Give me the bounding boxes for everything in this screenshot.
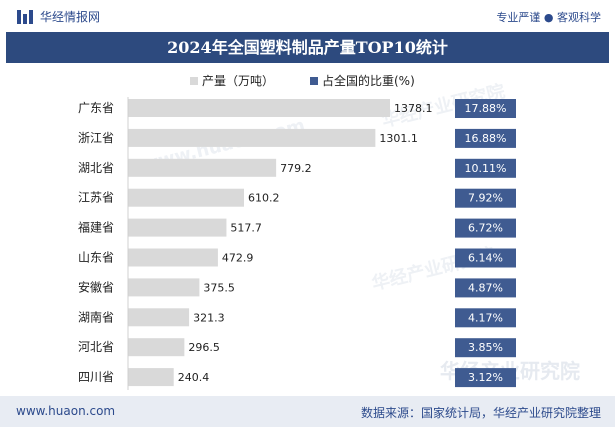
legend-swatch-production (190, 76, 198, 85)
footer-url[interactable]: www.huaon.com (16, 404, 116, 418)
footer: www.huaon.com 数据来源：国家统计局，华经产业研究院整理 (0, 396, 615, 427)
bar-chart: 广东省 1378.1 17.88% 浙江省 1301.1 16.88% 湖北省 779.2 10… (78, 97, 516, 390)
data-source: 数据来源：国家统计局，华经产业研究院整理 (360, 406, 601, 420)
chart-legend: 产量（万吨） 占全国的比重(%) (0, 72, 615, 90)
share-box (455, 338, 516, 358)
legend-item-production: 产量（万吨） (190, 72, 274, 89)
production-value-label: 1301.1 (379, 132, 418, 145)
legend-swatch-share (310, 76, 318, 85)
share-value-label: 7.92% (468, 192, 503, 205)
production-bar (128, 278, 200, 297)
production-value-label: 375.5 (203, 281, 235, 294)
share-value-label: 16.88% (465, 132, 507, 145)
production-value-label: 296.5 (188, 341, 220, 354)
y-tick-label: 福建省 (78, 220, 114, 235)
share-value-label: 4.17% (468, 311, 503, 324)
production-bar (128, 338, 185, 357)
tagline: 专业严谨 ● 客观科学 (496, 11, 601, 24)
y-tick-label: 湖北省 (78, 160, 114, 175)
share-value-label: 10.11% (465, 162, 507, 175)
top-bar: 华经情报网 专业严谨 ● 客观科学 (0, 0, 615, 32)
share-value-label: 6.72% (468, 222, 503, 235)
production-value-label: 610.2 (248, 192, 279, 205)
share-box (455, 248, 516, 268)
production-bar (128, 308, 190, 327)
legend-label-production: 产量（万吨） (202, 74, 275, 88)
production-value-label: 472.9 (222, 252, 254, 265)
production-bar (128, 248, 218, 267)
share-box (455, 278, 516, 298)
share-value-label: 3.12% (468, 371, 503, 384)
y-tick-label: 山东省 (78, 251, 114, 265)
title-bar: 2024年全国塑料制品产量TOP10统计 (6, 32, 609, 63)
share-box (455, 308, 516, 328)
y-tick-label: 四川省 (78, 370, 114, 384)
share-box (455, 218, 516, 238)
legend-item-share: 占全国的比重(%) (310, 72, 415, 89)
production-bar (128, 188, 245, 207)
production-value-label: 321.3 (193, 311, 225, 324)
share-value-label: 4.87% (468, 281, 503, 294)
share-box (455, 158, 516, 178)
production-bar (128, 368, 174, 387)
y-tick-label: 湖南省 (78, 309, 114, 324)
production-value-label: 240.4 (178, 371, 210, 384)
production-value-label: 1378.1 (394, 102, 433, 115)
logo-icon (17, 10, 33, 24)
y-tick-label: 安徽省 (78, 279, 114, 294)
y-tick-label: 河北省 (78, 340, 114, 354)
y-tick-label: 江苏省 (78, 191, 114, 205)
production-bar (128, 99, 390, 117)
y-tick-label: 浙江省 (78, 131, 114, 145)
production-value-label: 779.2 (280, 162, 312, 175)
share-box (455, 368, 516, 388)
share-value-label: 6.14% (468, 252, 503, 265)
share-box (455, 128, 516, 148)
brand-name: 华经情报网 (40, 10, 101, 24)
share-value-label: 17.88% (465, 102, 507, 115)
share-box (455, 99, 516, 118)
production-value-label: 517.7 (230, 222, 261, 235)
production-bar (128, 158, 277, 177)
production-bar (128, 218, 227, 237)
chart-title: 2024年全国塑料制品产量TOP10统计 (167, 38, 448, 57)
legend-label-share: 占全国的比重(%) (322, 74, 415, 88)
y-tick-label: 广东省 (78, 101, 114, 115)
share-value-label: 3.85% (468, 341, 503, 354)
share-box (455, 188, 516, 208)
production-bar (128, 128, 376, 147)
